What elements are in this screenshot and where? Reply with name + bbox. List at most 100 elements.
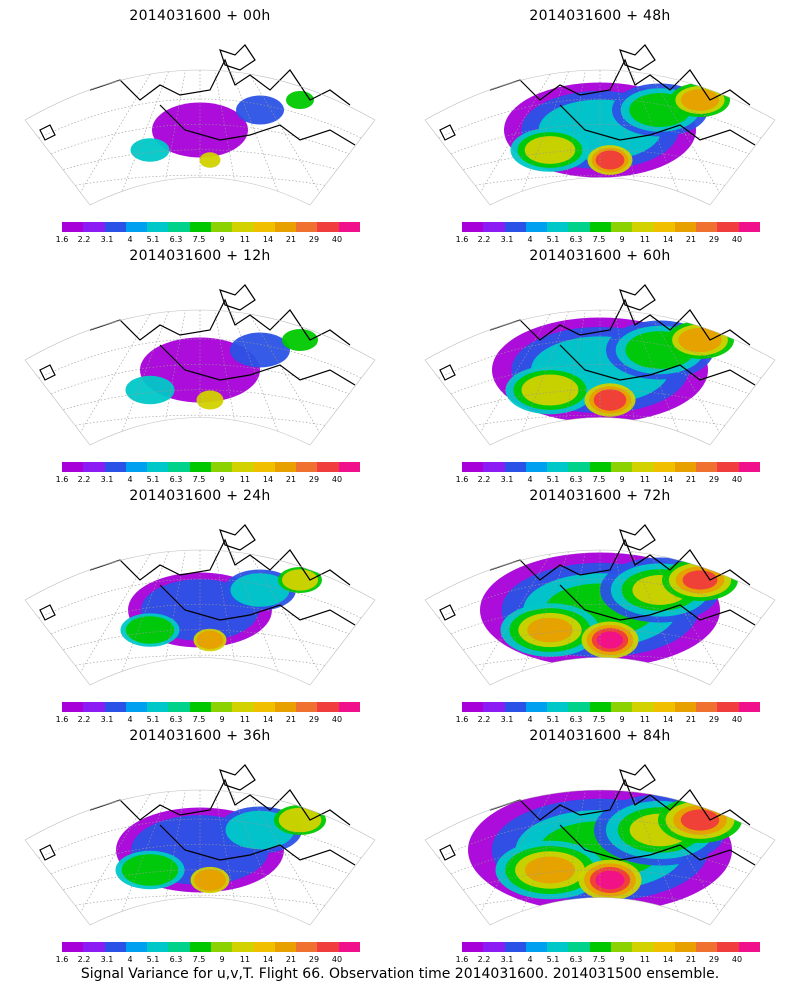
variance-contour xyxy=(593,389,627,411)
colorbar-segment xyxy=(83,222,105,232)
coastline xyxy=(439,764,756,866)
colorbar-segment xyxy=(568,462,590,472)
colorbar-tick-label: 9 xyxy=(619,475,625,484)
colorbar-segment xyxy=(253,222,275,232)
colorbar-segment xyxy=(674,942,697,952)
colorbar-segment xyxy=(568,702,590,712)
colorbar-segment xyxy=(653,462,675,472)
colorbar-tick-label: 9 xyxy=(219,955,225,964)
colorbar-segment xyxy=(296,222,318,232)
colorbar-tick-label: 40 xyxy=(731,475,743,484)
colorbar-tick-label: 7.5 xyxy=(192,235,206,244)
colorbar-tick-label: 6.3 xyxy=(569,955,583,964)
panel-title: 2014031600 + 48h xyxy=(529,8,671,24)
colorbar-tick-label: 40 xyxy=(331,475,343,484)
colorbar-segment xyxy=(62,702,84,712)
variance-contour xyxy=(196,390,224,410)
coastline xyxy=(39,44,356,146)
colorbar-ticks: 1.6 2.2 3.1 4 5.1 6.3 7.5 9 11 14 21 29 40 xyxy=(456,715,760,725)
colorbar-tick-label: 21 xyxy=(285,955,297,964)
colorbar-segment xyxy=(317,222,339,232)
colorbar-segment xyxy=(62,462,84,472)
colorbar-tick-label: 11 xyxy=(639,955,651,964)
colorbar-tick-label: 3.1 xyxy=(100,475,114,484)
colorbar-tick-label: 3.1 xyxy=(500,715,514,724)
colorbar-segment xyxy=(168,462,190,472)
colorbar-segment xyxy=(210,462,233,472)
colorbar-tick-label: 6.3 xyxy=(169,475,183,484)
colorbar-segment xyxy=(210,702,233,712)
colorbar-segment xyxy=(232,222,254,232)
panel-title: 2014031600 + 60h xyxy=(529,248,671,264)
colorbar-ticks: 1.6 2.2 3.1 4 5.1 6.3 7.5 9 11 14 21 29 40 xyxy=(56,235,360,245)
panel-title: 2014031600 + 00h xyxy=(129,8,271,24)
variance-contour xyxy=(596,631,624,649)
forecast-panel: 2014031600 + 12h 1.6 2.2 3.1 4 5.1 6.3 7.5 9 11 14… xyxy=(0,240,400,484)
panel-title: 2014031600 + 24h xyxy=(129,488,271,504)
colorbar-segment xyxy=(525,462,548,472)
colorbar xyxy=(62,462,360,472)
colorbar-segment xyxy=(632,222,654,232)
variance-contour xyxy=(236,95,284,125)
colorbar-segment xyxy=(653,702,675,712)
colorbar-segment xyxy=(104,942,126,952)
colorbar-tick-label: 5.1 xyxy=(146,235,160,244)
colorbar-tick-label: 5.1 xyxy=(546,475,560,484)
colorbar-segment xyxy=(232,942,254,952)
colorbar-tick-label: 11 xyxy=(639,475,651,484)
colorbar-segment xyxy=(632,942,654,952)
variance-map xyxy=(410,510,790,695)
graticule xyxy=(38,790,362,925)
variance-contour xyxy=(680,89,720,111)
colorbar-segment xyxy=(632,702,654,712)
colorbar-segment xyxy=(83,702,105,712)
colorbar-segment xyxy=(104,462,126,472)
colorbar-segment xyxy=(504,702,526,712)
colorbar-segment xyxy=(125,222,148,232)
colorbar-segment xyxy=(547,222,569,232)
colorbar-segment xyxy=(610,942,633,952)
colorbar-segment xyxy=(338,462,360,472)
colorbar-tick-label: 6.3 xyxy=(169,715,183,724)
variance-map xyxy=(10,750,390,935)
colorbar-segment xyxy=(610,702,633,712)
colorbar-segment xyxy=(317,942,339,952)
colorbar-tick-label: 1.6 xyxy=(55,955,69,964)
graticule xyxy=(438,790,762,925)
colorbar-segment xyxy=(504,942,526,952)
colorbar-segment xyxy=(317,702,339,712)
colorbar-tick-label: 9 xyxy=(219,475,225,484)
colorbar xyxy=(62,702,360,712)
colorbar-segment xyxy=(338,702,360,712)
forecast-panel: 2014031600 + 60h 1.6 2.2 3.1 4 5.1 6.3 7.5 9 11 14… xyxy=(400,240,800,484)
colorbar-tick-label: 1.6 xyxy=(55,235,69,244)
colorbar-tick-label: 6.3 xyxy=(169,235,183,244)
colorbar-segment xyxy=(274,942,297,952)
colorbar-segment xyxy=(83,942,105,952)
colorbar-tick-label: 2.2 xyxy=(77,235,91,244)
coastline xyxy=(439,284,756,386)
colorbar xyxy=(462,222,760,232)
colorbar-tick-label: 9 xyxy=(219,235,225,244)
colorbar-tick-label: 5.1 xyxy=(546,955,560,964)
coastline xyxy=(39,524,356,626)
colorbar-tick-label: 6.3 xyxy=(569,235,583,244)
variance-map xyxy=(10,270,390,455)
variance-contour xyxy=(282,329,318,351)
colorbar-tick-label: 11 xyxy=(239,235,251,244)
colorbar-tick-label: 14 xyxy=(662,475,674,484)
colorbar-tick-label: 40 xyxy=(731,715,743,724)
colorbar-tick-label: 5.1 xyxy=(146,955,160,964)
colorbar-tick-label: 21 xyxy=(685,715,697,724)
colorbar-tick-label: 11 xyxy=(239,955,251,964)
variance-contour xyxy=(524,136,576,164)
colorbar-tick-label: 5.1 xyxy=(546,235,560,244)
colorbar-segment xyxy=(210,222,233,232)
colorbar-segment xyxy=(547,942,569,952)
colorbar-segment xyxy=(589,702,611,712)
coastline xyxy=(439,524,756,626)
figure-caption: Signal Variance for u,v,T. Flight 66. Ob… xyxy=(80,966,720,982)
colorbar-tick-label: 14 xyxy=(262,955,274,964)
colorbar-segment xyxy=(296,702,318,712)
colorbar xyxy=(62,222,360,232)
